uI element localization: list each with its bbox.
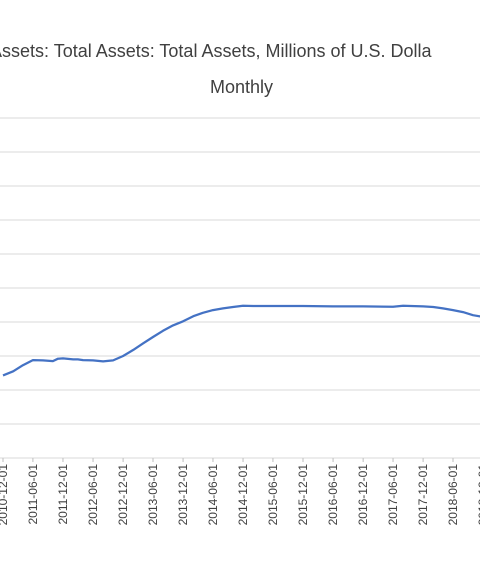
- x-tick-label: 2010-12-01: [0, 464, 10, 526]
- chart-title-line-2: Monthly: [210, 77, 274, 97]
- x-axis-tick-labels: 2010-12-01 2011-06-01 2011-12-01 2012-06-01…: [0, 458, 480, 525]
- x-tick-label: 2013-06-01: [146, 464, 160, 526]
- x-tick-label: 2012-12-01: [116, 464, 130, 526]
- x-tick-label: 2011-06-01: [26, 464, 40, 525]
- x-tick-label: 2016-12-01: [356, 464, 370, 526]
- chart-title-line-1: Assets: Total Assets: Total Assets, Mill…: [0, 41, 432, 61]
- x-tick-label: 2013-12-01: [176, 464, 190, 526]
- x-tick-label: 2018-06-01: [446, 464, 460, 526]
- series: [2, 304, 480, 377]
- x-tick-label: 2015-12-01: [296, 464, 310, 526]
- x-tick-label: 2018-12-01: [476, 464, 480, 526]
- x-tick-label: 2011-12-01: [56, 464, 70, 525]
- x-tick-label: 2016-06-01: [326, 464, 340, 526]
- gridlines: [0, 117, 480, 459]
- x-tick-label: 2012-06-01: [86, 464, 100, 526]
- x-tick-label: 2014-12-01: [236, 464, 250, 526]
- x-tick-label: 2017-06-01: [386, 464, 400, 526]
- x-tick-label: 2015-06-01: [266, 464, 280, 526]
- x-tick-label: 2014-06-01: [206, 464, 220, 526]
- series-line: [2, 304, 480, 377]
- x-tick-label: 2017-12-01: [416, 464, 430, 526]
